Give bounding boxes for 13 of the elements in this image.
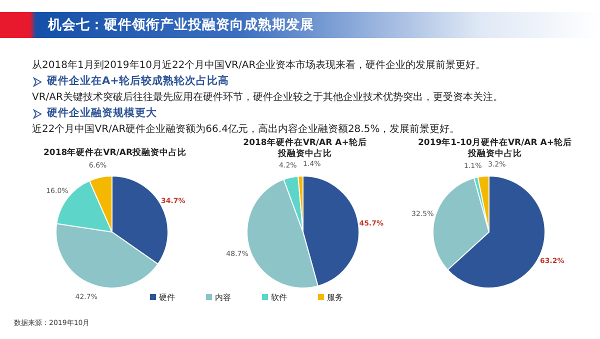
- legend-label: 内容: [215, 293, 231, 302]
- text: 从2018年1月到2019年10月近22个月中国VR/AR企业资本市场表现来看，硬件企业的发展前景更好。: [32, 58, 486, 72]
- text: 近22个月中国VR/AR硬件企业融资额为66.4亿元，高出内容企业融资额28.5%，发展前景更好。: [32, 122, 460, 136]
- chart-title: 2019年1-10月硬件在VR/AR A+轮后投融资中占比: [417, 138, 573, 160]
- text: VR/AR关键技术突破后往往最先应用在硬件环节，硬件企业较之于其他企业技术优势突出，更受资本关注。: [32, 90, 503, 104]
- legend-label: 服务: [327, 293, 343, 302]
- text: 机会七：硬件领衔产业投融资向成熟期发展: [48, 16, 314, 34]
- chart-title: 2018年硬件在VR/AR A+轮后投融资中占比: [242, 138, 368, 160]
- chart-title: 2018年硬件在VR/AR投融资中占比: [42, 148, 188, 159]
- text: 硬件企业融资规模更大: [47, 106, 157, 120]
- legend-label: 硬件: [159, 293, 175, 302]
- legend-label: 软件: [271, 293, 287, 302]
- text: 硬件企业在A+轮后较成熟轮次占比高: [47, 74, 229, 88]
